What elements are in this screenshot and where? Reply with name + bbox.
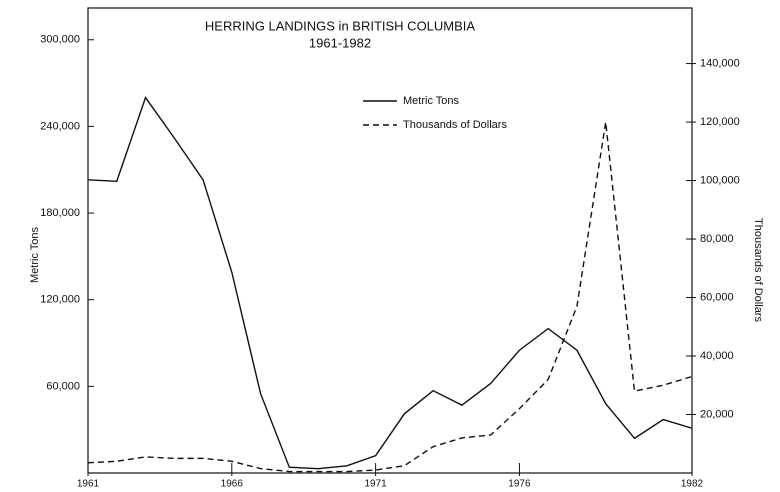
chart-title: HERRING LANDINGS in BRITISH COLUMBIA <box>205 18 475 33</box>
legend-label: Metric Tons <box>403 95 460 107</box>
y-tick-label: 300,000 <box>40 34 80 46</box>
data-line <box>87 121 693 473</box>
y-tick-label: 60,000 <box>46 380 80 392</box>
y-axis-label: Metric Tons <box>29 226 41 283</box>
x-tick-label: 1966 <box>221 479 244 490</box>
legend-label: Thousands of Dollars <box>403 119 507 131</box>
y2-tick-label: 120,000 <box>700 116 740 128</box>
plot-frame <box>87 7 693 474</box>
data-line <box>87 96 693 470</box>
y2-axis-label: Thousands of Dollars <box>752 218 764 322</box>
x-tick-label: 1961 <box>77 479 100 490</box>
y2-tick-label: 40,000 <box>700 350 734 362</box>
x-tick-label: 1976 <box>508 479 531 490</box>
y2-tick-label: 100,000 <box>700 174 740 186</box>
y-tick-label: 240,000 <box>40 120 80 132</box>
y-tick-label: 180,000 <box>40 207 80 219</box>
x-tick-label: 1982 <box>681 479 704 490</box>
y2-tick-label: 20,000 <box>700 408 734 420</box>
x-tick-label: 1971 <box>364 479 387 490</box>
y2-tick-label: 140,000 <box>700 57 740 69</box>
chart-subtitle: 1961-1982 <box>309 35 371 50</box>
y2-tick-label: 60,000 <box>700 291 734 303</box>
y2-tick-label: 80,000 <box>700 233 734 245</box>
y-tick-label: 120,000 <box>40 294 80 306</box>
